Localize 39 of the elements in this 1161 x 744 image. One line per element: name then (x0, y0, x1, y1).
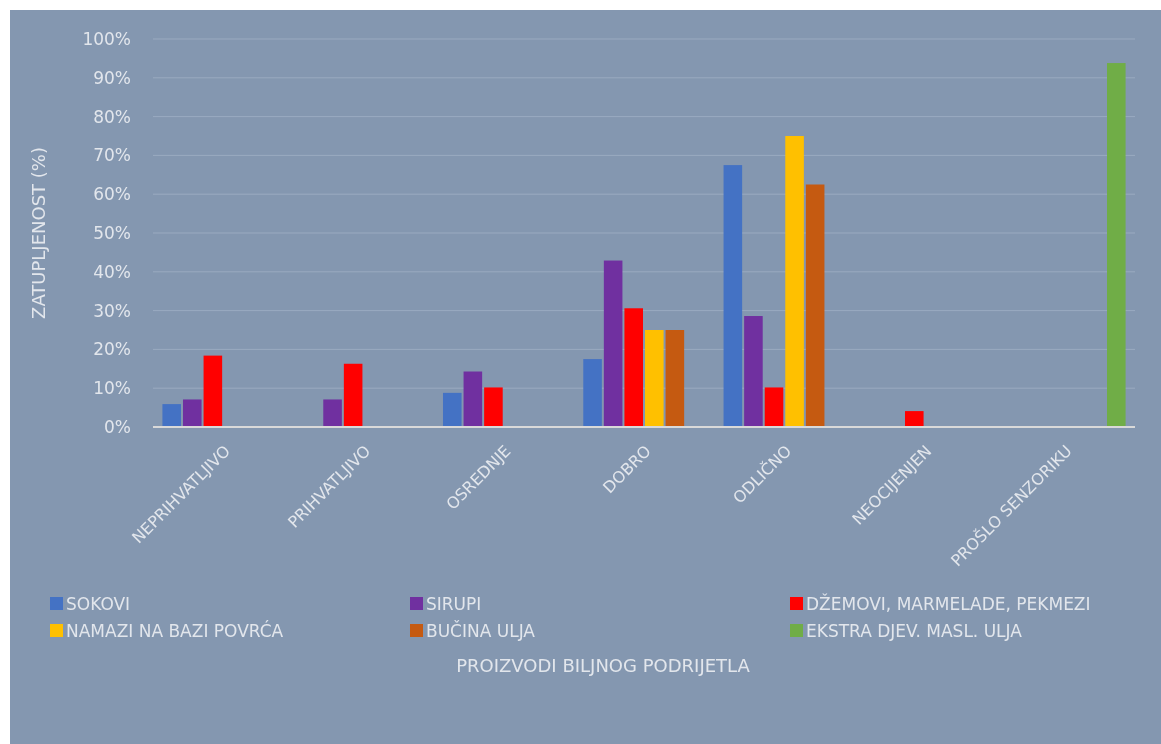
legend-label: SIRUPI (426, 593, 482, 614)
bar (665, 330, 685, 427)
legend-label: BUČINA ULJA (426, 619, 536, 641)
y-tick-label: 70% (93, 145, 131, 166)
legend-label: EKSTRA DJEV. MASL. ULJA (806, 620, 1023, 641)
legend-label: NAMAZI NA BAZI POVRĆA (66, 619, 284, 641)
y-tick-label: 100% (82, 28, 131, 49)
bar (744, 316, 763, 427)
y-tick-label: 30% (93, 300, 131, 321)
bar (203, 355, 223, 427)
y-tick-label: 40% (93, 261, 131, 282)
y-tick-label: 80% (93, 106, 131, 127)
y-tick-label: 10% (93, 378, 131, 399)
bar (1107, 63, 1126, 427)
bar (645, 330, 664, 427)
bar (463, 371, 483, 427)
bar (583, 359, 602, 427)
bar (484, 387, 503, 427)
bar (442, 392, 462, 427)
x-axis-title: PROIZVODI BILJNOG PODRIJETLA (456, 655, 751, 676)
bar (343, 363, 363, 427)
bar (723, 165, 743, 427)
bar (764, 387, 784, 427)
bar (905, 411, 924, 427)
y-tick-label: 90% (93, 67, 131, 88)
bar (785, 136, 804, 427)
y-tick-label: 0% (104, 416, 131, 437)
bar (323, 399, 342, 427)
legend-label: SOKOVI (66, 593, 131, 614)
bar (603, 260, 623, 427)
bar (624, 308, 643, 427)
bar (805, 184, 825, 427)
y-axis-title: ZATUPLJENOST (%) (28, 147, 49, 319)
bar (162, 404, 181, 427)
y-tick-label: 20% (93, 339, 131, 360)
bar (182, 399, 202, 427)
y-tick-label: 60% (93, 184, 131, 205)
y-tick-label: 50% (93, 222, 131, 243)
legend-label: DŽEMOVI, MARMELADE, PEKMEZI (806, 592, 1091, 614)
